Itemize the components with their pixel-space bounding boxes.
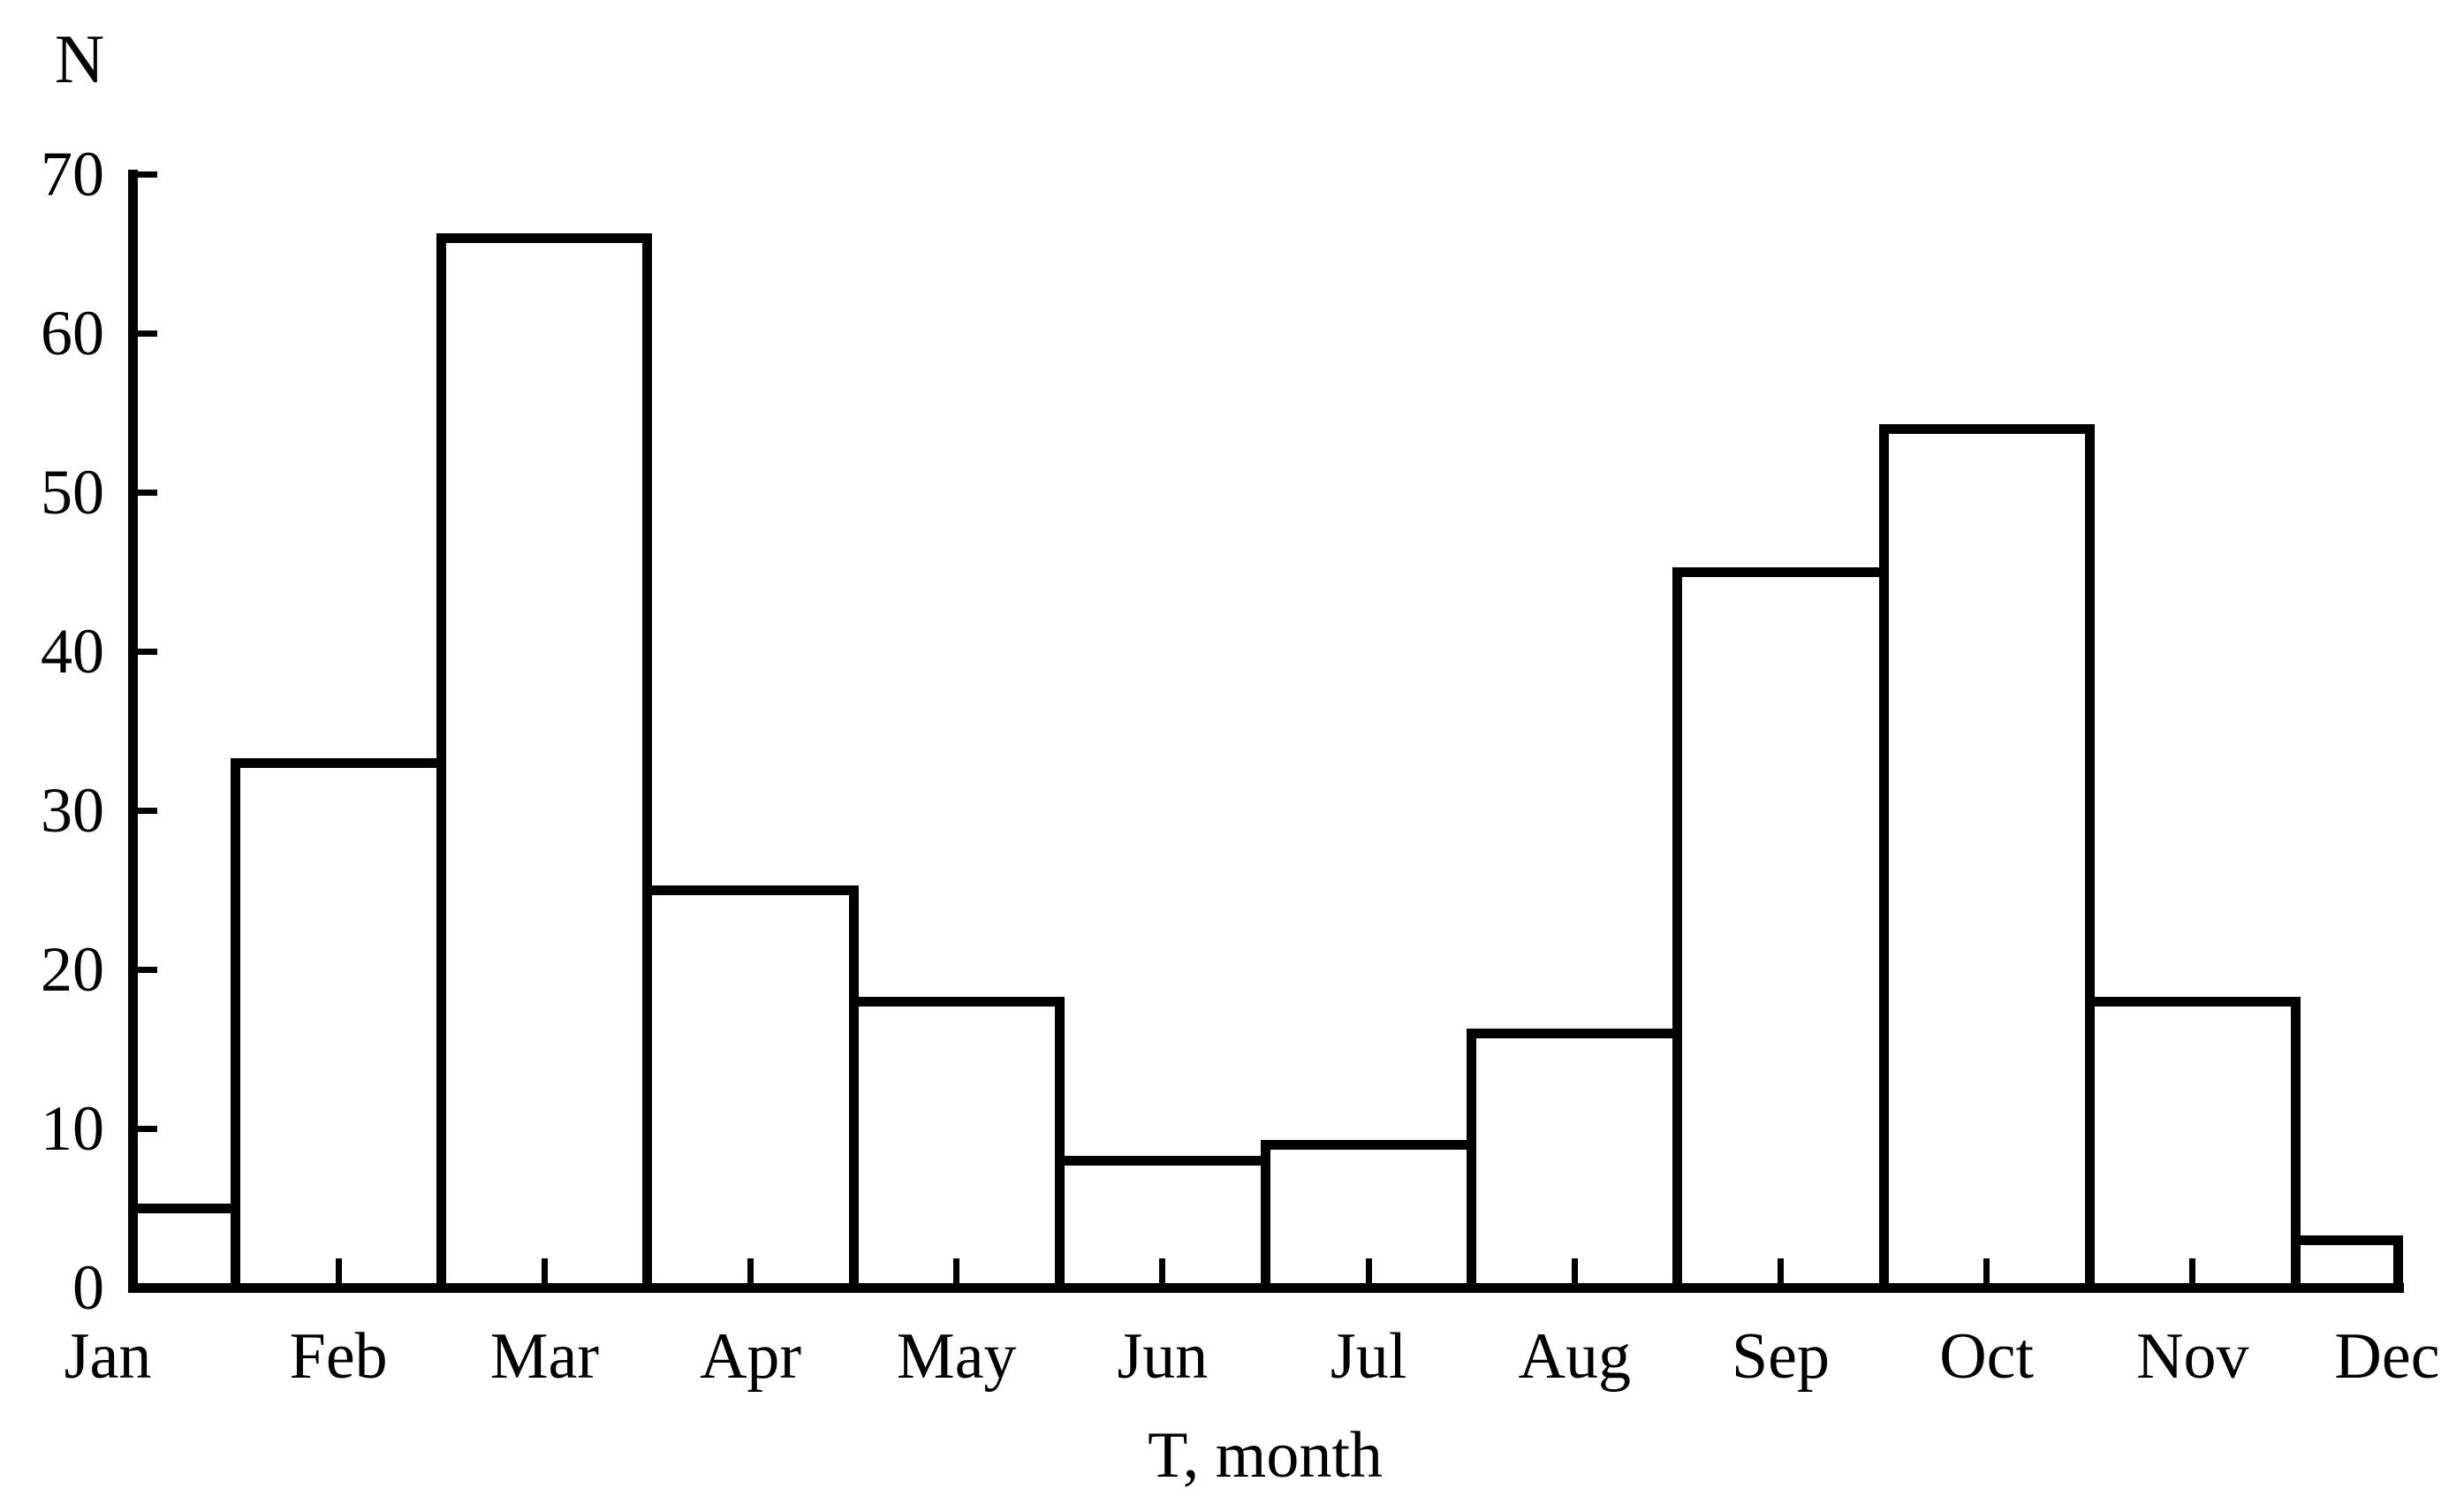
y-tick-10 (137, 1125, 157, 1132)
y-axis (127, 169, 138, 1293)
x-axis (127, 1282, 2404, 1293)
y-tick-label-10: 10 (41, 1093, 104, 1164)
x-tick-Feb (335, 1257, 342, 1283)
x-axis-title: T, month (1148, 1419, 1383, 1492)
month-label-Jan: Jan (64, 1320, 152, 1393)
x-tick-Jul (1365, 1257, 1372, 1283)
y-tick-20 (137, 966, 157, 973)
bar-Apr (642, 885, 859, 1293)
month-label-Sep: Sep (1731, 1320, 1830, 1393)
bar-May (848, 996, 1065, 1293)
month-label-Mar: Mar (489, 1320, 599, 1393)
y-tick-label-30: 30 (41, 775, 104, 846)
y-tick-60 (137, 330, 157, 337)
bar-Oct (1878, 423, 2095, 1293)
y-axis-title: N (54, 20, 105, 97)
x-tick-Mar (541, 1257, 548, 1283)
x-tick-Jun (1159, 1257, 1166, 1283)
month-label-Feb: Feb (289, 1320, 388, 1393)
y-tick-50 (137, 489, 157, 496)
month-label-Aug: Aug (1518, 1320, 1631, 1393)
month-label-May: May (896, 1320, 1017, 1393)
bar-Nov (2084, 996, 2301, 1293)
bar-Sep (1672, 566, 1889, 1293)
y-tick-0 (137, 1284, 157, 1291)
x-tick-Oct (1983, 1257, 1990, 1283)
x-tick-May (953, 1257, 960, 1283)
month-label-Nov: Nov (2136, 1320, 2249, 1393)
month-label-Oct: Oct (1939, 1320, 2035, 1393)
month-label-Apr: Apr (699, 1320, 802, 1393)
y-tick-70 (137, 171, 157, 178)
month-label-Jun: Jun (1117, 1320, 1209, 1393)
bar-Jan (127, 1203, 241, 1293)
bar-Aug (1467, 1028, 1683, 1293)
y-tick-label-60: 60 (41, 298, 104, 369)
y-tick-label-70: 70 (41, 139, 104, 209)
y-tick-30 (137, 807, 157, 814)
bar-Feb (231, 757, 447, 1293)
y-tick-40 (137, 648, 157, 655)
x-tick-Nov (2189, 1257, 2196, 1283)
x-tick-Sep (1777, 1257, 1784, 1283)
month-label-Dec: Dec (2334, 1320, 2440, 1393)
y-tick-label-40: 40 (41, 616, 104, 687)
y-tick-label-50: 50 (41, 457, 104, 528)
x-tick-Aug (1571, 1257, 1578, 1283)
y-tick-label-0: 0 (72, 1252, 104, 1323)
bar-Mar (436, 232, 653, 1293)
x-tick-Apr (747, 1257, 754, 1283)
y-tick-label-20: 20 (41, 934, 104, 1005)
month-label-Jul: Jul (1330, 1320, 1407, 1393)
